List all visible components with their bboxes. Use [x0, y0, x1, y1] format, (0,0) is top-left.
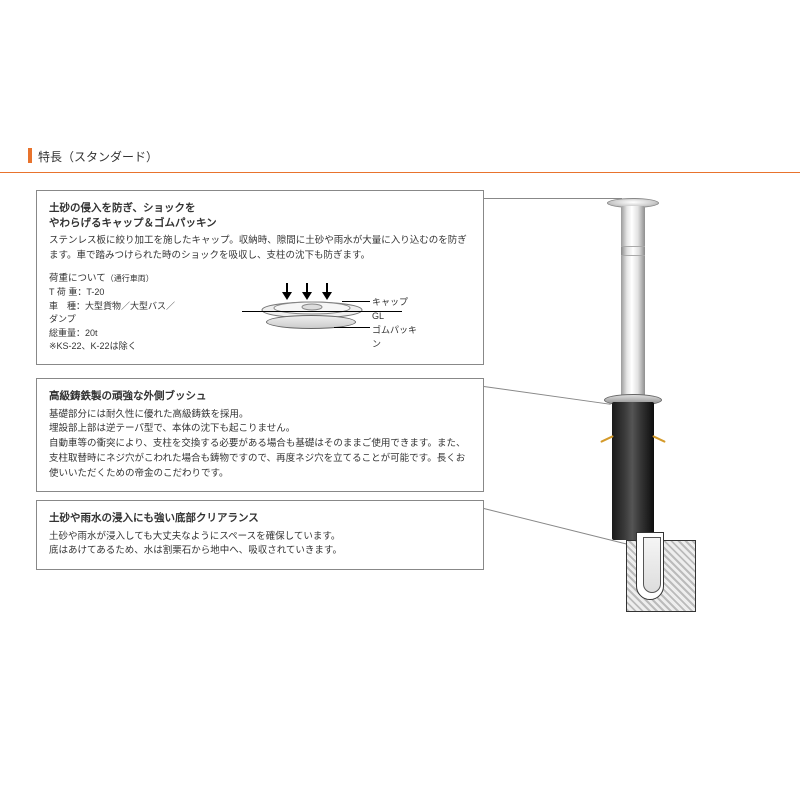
accent-bar	[28, 148, 32, 163]
load-sub: （通行車両）	[106, 274, 154, 283]
load-line: T 荷 重：T-20	[49, 287, 104, 297]
foundation-cutaway	[626, 540, 696, 612]
heading-line1: 土砂の侵入を防ぎ、ショックを	[49, 202, 195, 214]
feature-box-clearance: 土砂や雨水の浸入にも強い底部クリアランス 土砂や雨水が浸入しても大丈夫なようにス…	[36, 500, 484, 570]
load-line: 車 種：大型貨物／大型バス／	[49, 301, 175, 311]
product-reflector-band	[621, 246, 645, 256]
product-sleeve	[612, 402, 654, 540]
gum-label: ゴムパッキン	[372, 323, 422, 352]
foundation-socket	[636, 532, 664, 600]
feature-body: 土砂や雨水が浸入しても大丈夫なようにスペースを確保しています。 底はあけてあるた…	[49, 530, 471, 559]
product-pole	[621, 206, 645, 398]
feature-box-bush: 高級鋳鉄製の頑強な外側ブッシュ 基礎部分には耐久性に優れた高級鋳鉄を採用。 埋設…	[36, 378, 484, 492]
cap-label: キャップ	[372, 295, 408, 309]
product-pin	[652, 435, 666, 443]
feature-heading: 土砂の侵入を防ぎ、ショックを やわらげるキャップ＆ゴムパッキン	[49, 201, 471, 230]
feature-body: 基礎部分には耐久性に優れた高級鋳鉄を採用。 埋設部上部は逆テーパ型で、本体の沈下…	[49, 408, 471, 482]
callout-line	[342, 301, 370, 302]
cap-diagram: キャップ GL ゴムパッキン	[242, 269, 422, 349]
feature-heading: 土砂や雨水の浸入にも強い底部クリアランス	[49, 511, 471, 526]
section-header: 特長（スタンダード）	[0, 148, 800, 173]
section-title: 特長（スタンダード）	[38, 150, 158, 164]
callout-line	[334, 327, 370, 328]
feature-heading: 高級鋳鉄製の頑強な外側ブッシュ	[49, 389, 471, 404]
feature-body: ステンレス板に絞り加工を施したキャップ。収納時、隙間に土砂や雨水が大量に入り込む…	[49, 234, 471, 263]
load-line: 総重量：20t	[49, 328, 98, 338]
load-line: ダンプ	[49, 314, 76, 324]
load-label: 荷重について	[49, 273, 106, 284]
product-illustration	[588, 192, 678, 572]
heading-line2: やわらげるキャップ＆ゴムパッキン	[49, 217, 217, 229]
load-line: ※KS-22、K-22は除く	[49, 341, 137, 351]
feature-box-cap: 土砂の侵入を防ぎ、ショックを やわらげるキャップ＆ゴムパッキン ステンレス板に絞…	[36, 190, 484, 365]
gl-label: GL	[372, 309, 384, 323]
